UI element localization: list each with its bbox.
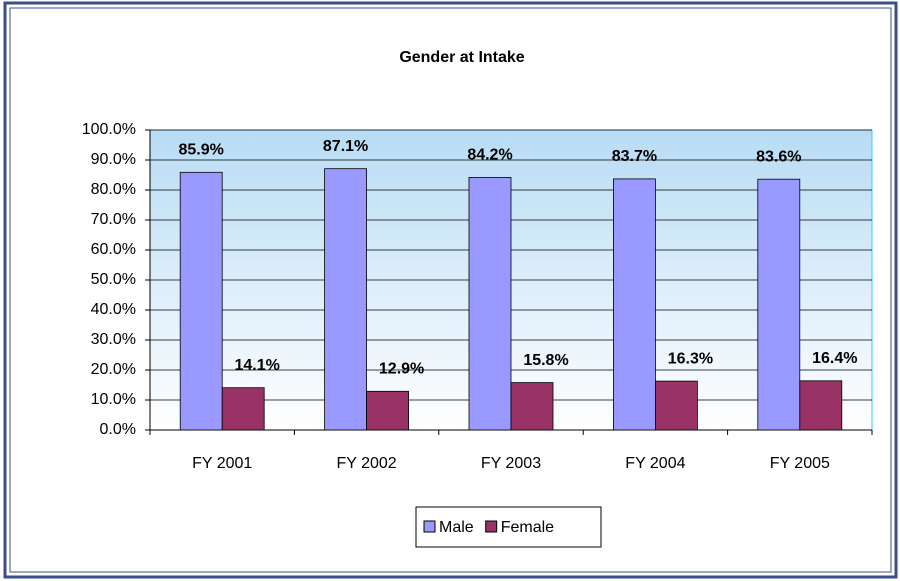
- y-tick-label: 70.0%: [91, 211, 136, 228]
- legend-label: Female: [501, 519, 554, 536]
- value-label: 16.3%: [668, 350, 713, 367]
- y-tick-label: 30.0%: [91, 331, 136, 348]
- value-label: 12.9%: [379, 361, 424, 378]
- bar: [179, 171, 223, 431]
- value-label: 87.1%: [323, 138, 368, 155]
- x-tick-label: FY 2003: [481, 455, 541, 472]
- y-tick-label: 20.0%: [91, 361, 136, 378]
- bar: [757, 178, 801, 431]
- y-tick-label: 50.0%: [91, 271, 136, 288]
- y-tick-label: 80.0%: [91, 181, 136, 198]
- frame-inner: [9, 7, 892, 573]
- x-tick-label: FY 2004: [625, 455, 685, 472]
- y-tick-label: 0.0%: [100, 421, 136, 438]
- value-label: 83.7%: [612, 148, 657, 165]
- legend-swatch: [485, 520, 498, 533]
- value-label: 84.2%: [467, 147, 512, 164]
- y-tick-label: 100.0%: [82, 121, 136, 138]
- value-label: 14.1%: [235, 357, 280, 374]
- x-tick-label: FY 2002: [336, 455, 396, 472]
- y-tick-label: 40.0%: [91, 301, 136, 318]
- y-tick-label: 10.0%: [91, 391, 136, 408]
- value-label: 85.9%: [179, 142, 224, 159]
- legend-label: Male: [439, 519, 474, 536]
- bar: [324, 168, 368, 431]
- y-tick-label: 90.0%: [91, 151, 136, 168]
- bar: [613, 178, 656, 431]
- bar: [366, 390, 410, 431]
- y-tick-label: 60.0%: [91, 241, 136, 258]
- value-label: 15.8%: [523, 352, 568, 369]
- value-label: 83.6%: [756, 148, 801, 165]
- chart-title: Gender at Intake: [399, 49, 524, 66]
- bar: [510, 382, 554, 431]
- bar: [655, 380, 698, 431]
- bar: [799, 380, 843, 431]
- x-tick-label: FY 2001: [192, 455, 252, 472]
- bar: [221, 387, 265, 431]
- bar: [468, 176, 512, 431]
- x-tick-label: FY 2005: [770, 455, 830, 472]
- legend-swatch: [423, 520, 436, 533]
- legend-box: [415, 506, 602, 548]
- value-label: 16.4%: [812, 350, 857, 367]
